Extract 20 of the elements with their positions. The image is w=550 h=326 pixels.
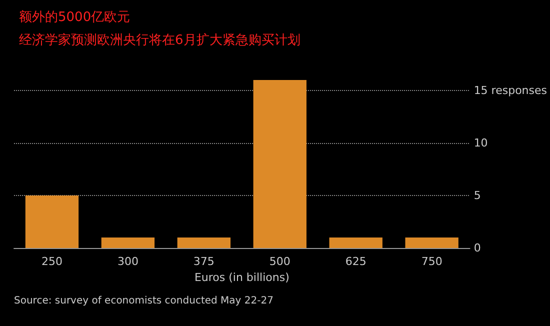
x-tick-label: 300 [117, 255, 138, 268]
bar [253, 80, 306, 248]
bar [405, 238, 458, 248]
source-note: Source: survey of economists conducted May 22-27 [14, 296, 274, 306]
x-axis-title: Euros (in billions) [194, 270, 290, 284]
y-tick-label: 10 [474, 136, 488, 150]
x-tick-label: 625 [345, 255, 366, 268]
bar [177, 238, 231, 248]
x-tick-label: 375 [193, 255, 214, 268]
bar [25, 196, 79, 248]
bar [329, 238, 382, 248]
x-tick-label: 500 [269, 255, 290, 268]
chart-title: 额外的5000亿欧元 [19, 10, 130, 25]
y-tick-label: 15 responses [474, 84, 548, 97]
y-tick-label: 5 [474, 189, 481, 202]
x-tick-label: 750 [421, 255, 442, 268]
chart-subtitle: 经济学家预测欧洲央行将在6月扩大紧急购买计划 [19, 32, 300, 48]
y-tick-label: 0 [474, 242, 481, 254]
bar [101, 238, 155, 248]
x-tick-label: 250 [41, 255, 62, 268]
